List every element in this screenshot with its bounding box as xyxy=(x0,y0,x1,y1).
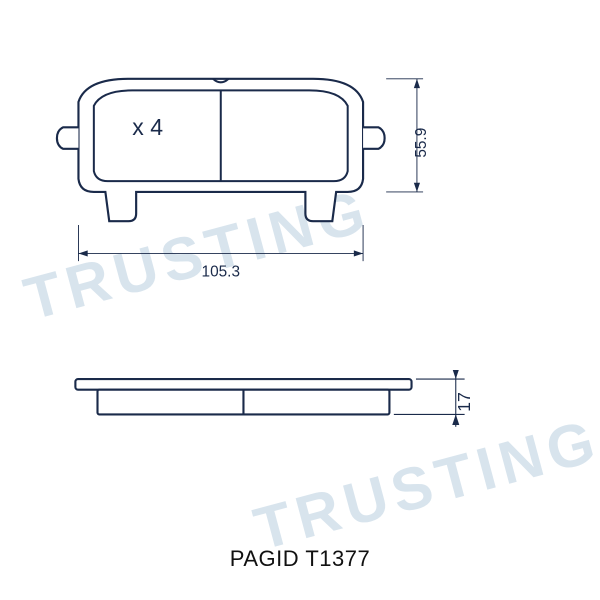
side-view: 17 xyxy=(40,370,500,450)
pad-ear-left xyxy=(57,127,79,149)
diagram-content: x 4 55.9 105.3 xyxy=(0,0,600,600)
brand-label: PAGID T1377 xyxy=(0,546,600,572)
side-backplate xyxy=(75,379,411,390)
pad-ear-right xyxy=(363,127,385,149)
dim-thickness-value: 17 xyxy=(454,392,474,412)
dim-height: 55.9 xyxy=(386,79,430,192)
dim-height-value: 55.9 xyxy=(413,128,430,158)
quantity-label: x 4 xyxy=(132,114,163,140)
front-view: x 4 55.9 105.3 xyxy=(40,60,440,290)
dim-width: 105.3 xyxy=(78,225,363,281)
dim-width-value: 105.3 xyxy=(202,264,240,281)
